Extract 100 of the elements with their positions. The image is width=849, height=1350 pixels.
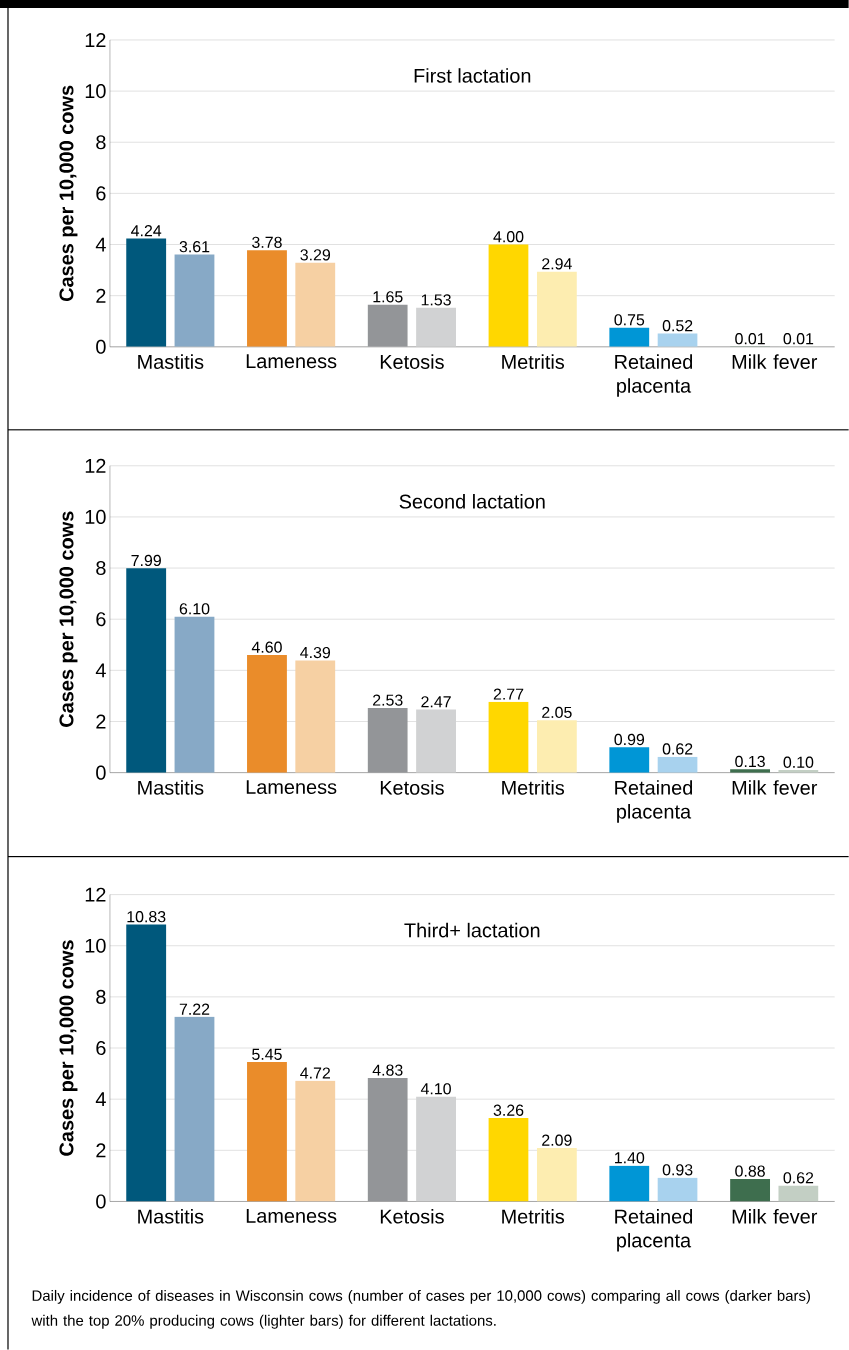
data-label: 0.52 — [662, 320, 693, 332]
data-label: 4.10 — [420, 1083, 451, 1095]
data-label: 0.01 — [735, 333, 765, 345]
data-label: 2.47 — [421, 696, 451, 708]
y-tick-label: 6 — [96, 186, 106, 201]
bar — [246, 250, 287, 347]
y-tick-label: 10 — [85, 509, 106, 524]
bar — [730, 1178, 770, 1202]
y-tick-label: 10 — [85, 938, 106, 953]
x-tick-label: Retained placenta — [615, 354, 692, 397]
data-label: 3.26 — [493, 1104, 524, 1116]
x-tick-label: Lameness — [246, 354, 337, 369]
data-label: 2.05 — [542, 706, 572, 719]
bar — [246, 655, 287, 773]
y-axis-title: Cases per 10,000 cows — [59, 940, 78, 1156]
text: Third+ lactation — [404, 922, 540, 938]
bar — [657, 756, 698, 773]
text: Daily incidence of diseases in Wisconsin cows (number of cases per 10,000 cows) comparing all cows (darker bars) with the top 20% producing cows (lighter bars) for different lactations. — [31, 1289, 810, 1329]
data-label: 0.10 — [783, 756, 814, 768]
y-tick-label: 0 — [96, 339, 106, 354]
y-tick-label: 0 — [96, 765, 106, 780]
data-label: 0.88 — [735, 1165, 765, 1177]
bar — [488, 1118, 529, 1202]
x-tick-label: Milk fever — [732, 1208, 817, 1224]
data-label: 0.93 — [662, 1164, 693, 1176]
bar — [174, 254, 215, 347]
text: Second lactation — [399, 494, 545, 509]
bar — [295, 660, 336, 773]
data-label: 10.83 — [127, 911, 166, 923]
x-tick-label: Retained placenta — [615, 1208, 692, 1252]
bar — [416, 1096, 456, 1202]
y-tick-label: 2 — [96, 1143, 106, 1158]
bar — [536, 271, 577, 347]
bar — [657, 1177, 698, 1202]
data-label: 1.53 — [421, 294, 451, 306]
y-axis-title: Cases per 10,000 cows — [59, 511, 78, 727]
data-label: 2.94 — [542, 258, 572, 270]
bar — [126, 924, 167, 1202]
data-label: 4.83 — [372, 1064, 403, 1076]
data-label: 2.77 — [493, 688, 524, 700]
bar — [367, 1077, 408, 1202]
y-axis-title: Cases per 10,000 cows — [59, 85, 78, 302]
bar — [536, 1148, 577, 1202]
y-tick-label: 8 — [96, 135, 106, 150]
bar — [609, 1165, 650, 1202]
y-tick-label: 12 — [85, 887, 106, 902]
data-label: 5.45 — [251, 1048, 282, 1060]
bar — [609, 747, 650, 773]
x-tick-label: Retained placenta — [615, 780, 692, 823]
data-label: 4.39 — [300, 646, 330, 659]
y-tick-label: 8 — [96, 989, 106, 1004]
data-label: 3.78 — [251, 236, 282, 248]
bar — [778, 1185, 819, 1202]
data-label: 6.10 — [179, 603, 210, 615]
data-label: 1.65 — [373, 291, 403, 303]
bar — [126, 568, 167, 773]
data-label: 3.61 — [179, 241, 210, 253]
data-label: 2.53 — [372, 694, 403, 706]
data-label: 4.24 — [130, 225, 162, 237]
y-tick-label: 4 — [95, 663, 106, 678]
bar — [367, 707, 408, 773]
data-label: 0.62 — [662, 743, 693, 755]
x-tick-label: Lameness — [246, 1208, 337, 1223]
data-label: 4.00 — [493, 231, 524, 243]
data-label: 1.40 — [614, 1152, 645, 1164]
y-tick-label: 2 — [96, 288, 106, 303]
data-label: 7.99 — [131, 554, 161, 567]
bar — [416, 709, 456, 773]
data-label: 4.72 — [300, 1067, 330, 1079]
data-label: 4.60 — [251, 641, 282, 653]
data-label: 0.62 — [783, 1172, 813, 1184]
bar — [246, 1062, 287, 1202]
y-tick-label: 6 — [96, 612, 106, 627]
data-label: 2.09 — [542, 1134, 572, 1146]
bar — [609, 327, 650, 347]
x-tick-label: Ketosis — [380, 354, 444, 369]
y-tick-label: 12 — [85, 458, 106, 473]
text: First lactation — [414, 68, 531, 83]
y-tick-label: 10 — [85, 84, 106, 99]
y-tick-label: 0 — [96, 1194, 106, 1209]
bar — [174, 616, 215, 773]
bar — [126, 238, 167, 347]
x-tick-label: Lameness — [246, 780, 337, 795]
y-tick-label: 8 — [96, 561, 106, 576]
bar — [488, 244, 529, 347]
y-tick-label: 4 — [95, 237, 106, 252]
data-label: 0.99 — [614, 733, 644, 746]
bar — [367, 304, 408, 347]
data-label: 0.01 — [783, 333, 814, 345]
bar — [416, 307, 456, 347]
x-tick-label: Mastitis — [138, 1208, 204, 1224]
x-tick-label: Ketosis — [380, 1208, 444, 1224]
data-label: 0.13 — [735, 755, 765, 768]
y-tick-label: 6 — [96, 1040, 106, 1056]
y-tick-label: 4 — [95, 1092, 106, 1107]
bar — [536, 720, 577, 773]
data-label: 7.22 — [179, 1003, 210, 1015]
x-tick-label: Milk fever — [732, 354, 817, 369]
x-tick-label: Milk fever — [732, 780, 817, 795]
bar — [295, 1080, 336, 1202]
